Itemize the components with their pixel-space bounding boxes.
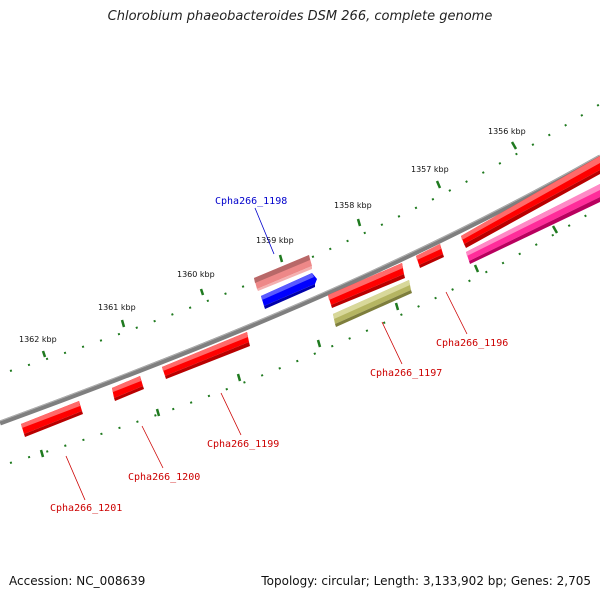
major-tick (551, 225, 559, 234)
scale-label: 1360 kbp (177, 270, 215, 279)
major-tick (356, 218, 362, 227)
gene-label-cpha266-1197[interactable]: Cpha266_1197 (370, 368, 442, 379)
scale-label: 1362 kbp (19, 335, 57, 344)
gene-labels: Cpha266_1198 Cpha266_1196 Cpha266_1197 C… (50, 196, 508, 514)
gene-feature[interactable] (254, 255, 312, 291)
leader-line (220, 392, 242, 436)
gene-feature-cpha266-1197[interactable] (333, 280, 412, 327)
gene-feature[interactable] (328, 263, 405, 308)
scale-label: 1357 kbp (411, 165, 449, 174)
genome-summary-text: Topology: circular; Length: 3,133,902 bp… (261, 574, 591, 588)
gene-label-cpha266-1201[interactable]: Cpha266_1201 (50, 503, 122, 514)
major-tick (316, 339, 322, 348)
major-tick (41, 350, 47, 358)
scale-label: 1356 kbp (488, 127, 526, 136)
scale-label: 1361 kbp (98, 303, 136, 312)
inner-scale-track (9, 206, 600, 464)
gene-label-cpha266-1196[interactable]: Cpha266_1196 (436, 338, 508, 349)
gene-feature[interactable] (461, 156, 600, 248)
gene-label-cpha266-1198[interactable]: Cpha266_1198 (215, 196, 287, 207)
accession-text: Accession: NC_008639 (9, 574, 146, 588)
gene-feature[interactable] (416, 244, 444, 268)
major-tick (278, 254, 284, 263)
gene-feature[interactable] (466, 184, 600, 264)
scale-label: 1358 kbp (334, 201, 372, 210)
gene-label-cpha266-1199[interactable]: Cpha266_1199 (207, 439, 279, 450)
major-tick (236, 373, 242, 382)
major-tick (510, 141, 518, 150)
map-title: Chlorobium phaeobacteroides DSM 266, com… (107, 9, 493, 24)
genes (21, 156, 600, 437)
major-tick (120, 319, 126, 328)
leader-line (65, 455, 86, 501)
outer-major-ticks (41, 141, 518, 358)
scale-label: 1359 kbp (256, 236, 294, 245)
inner-major-ticks (39, 225, 559, 458)
major-tick (199, 288, 205, 296)
gene-feature-cpha266-1201[interactable] (21, 401, 83, 437)
gene-label-cpha266-1200[interactable]: Cpha266_1200 (128, 472, 200, 483)
gene-feature-cpha266-1199[interactable] (162, 332, 250, 379)
leader-line (381, 321, 403, 365)
leader-line (254, 207, 275, 255)
major-tick (435, 180, 442, 189)
scale-labels: 1356 kbp 1357 kbp 1358 kbp 1359 kbp 1360… (19, 127, 526, 344)
major-tick (473, 264, 480, 273)
leader-line (141, 425, 164, 469)
gene-feature-cpha266-1200[interactable] (112, 376, 144, 401)
major-tick (39, 449, 45, 458)
leader-lines (65, 207, 468, 501)
gene-feature-cpha266-1198[interactable] (261, 273, 317, 309)
leader-line (445, 291, 468, 335)
genome-backbone (0, 154, 600, 426)
major-tick (394, 302, 400, 311)
major-tick (155, 408, 161, 417)
